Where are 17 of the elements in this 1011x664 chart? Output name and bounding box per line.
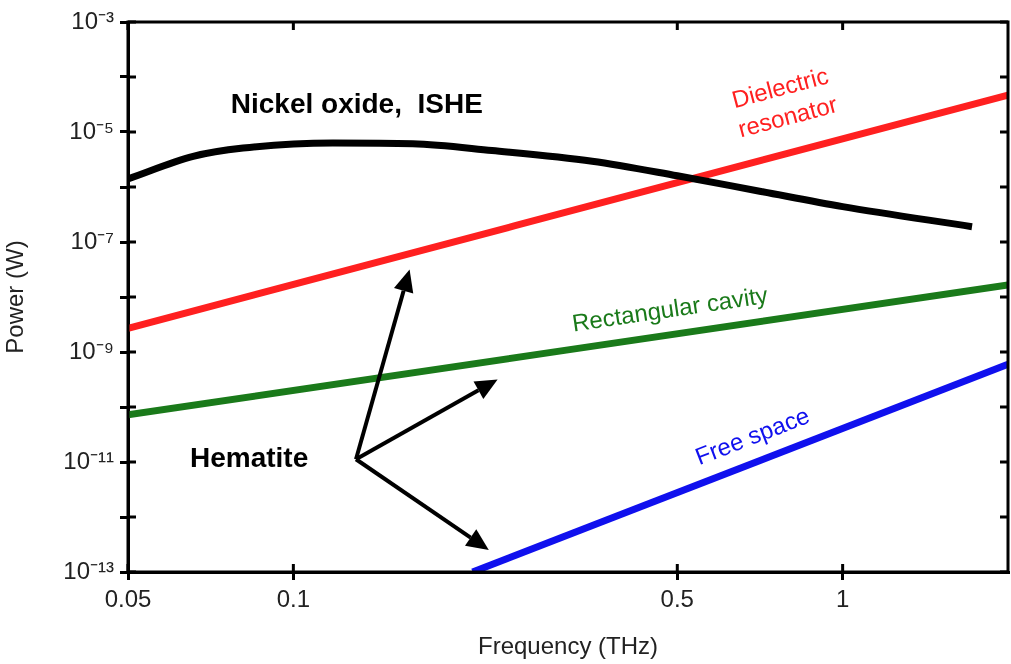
x-tick-label: 0.5 [660,585,694,613]
y-tick-label: 10⁻¹³ [63,556,114,584]
y-tick-label: 10⁻⁷ [70,226,114,254]
y-tick-label: 10⁻⁵ [69,116,114,144]
annotation: Hematite [190,441,309,473]
x-tick-label: 0.1 [276,585,311,613]
x-tick-label: 0.05 [104,585,152,613]
text: Dielectric resonator [728,61,841,143]
x-tick-label: 1 [835,585,850,613]
y-tick-label: 10⁻⁹ [69,336,114,364]
text: Rectangular cavity [570,280,770,337]
y-tick-label: 10⁻³ [71,6,115,34]
text: Free space [691,401,814,471]
series-label: Nickel oxide, ISHE [230,87,483,119]
y-tick-label: 10⁻¹¹ [63,446,114,474]
y-axis-title: Power (W) [1,240,29,354]
x-axis-title: Frequency (THz) [477,632,659,660]
